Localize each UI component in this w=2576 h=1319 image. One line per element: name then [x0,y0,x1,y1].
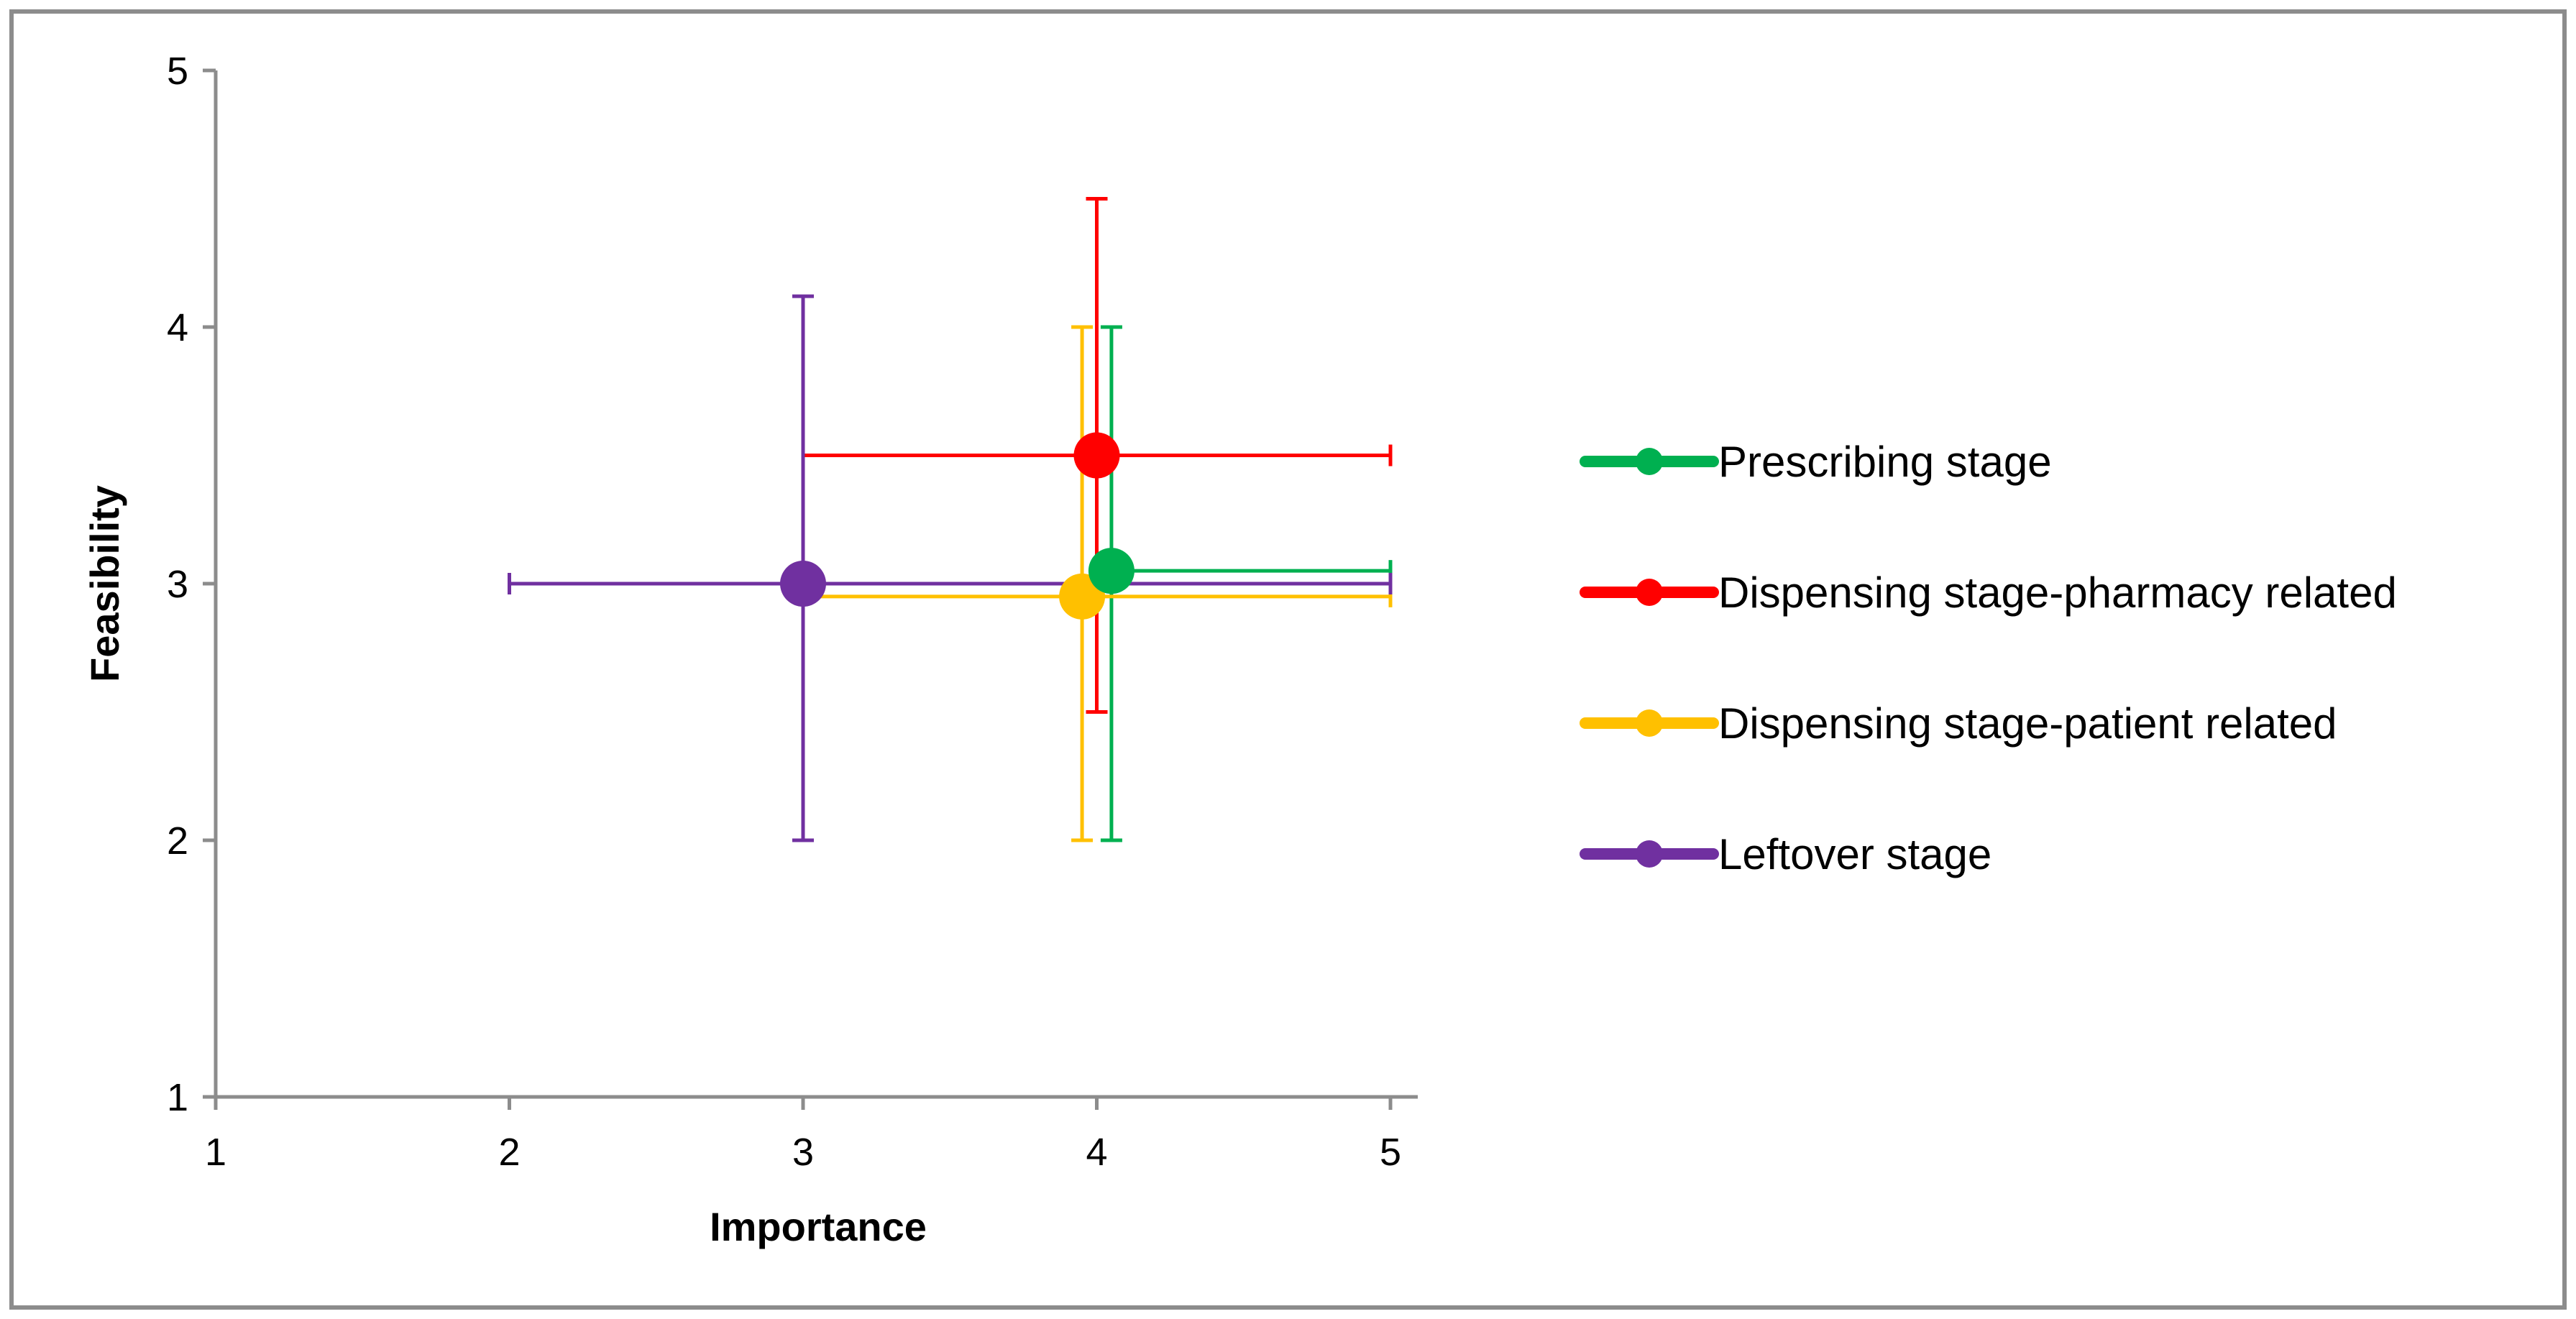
legend-marker-dispensing-stage-pharmacy-related [1636,579,1663,606]
legend-label-prescribing-stage: Prescribing stage [1718,438,2052,486]
y-tick-label-3: 3 [167,563,188,606]
legend-item-prescribing-stage: Prescribing stage [1580,438,2052,486]
data-points [780,432,1135,620]
legend-item-leftover-stage: Leftover stage [1580,830,1991,878]
legend-label-leftover-stage: Leftover stage [1718,830,1991,878]
legend-marker-leftover-stage [1636,840,1663,868]
x-axis-ticks: 1 2 3 4 5 [205,1097,1401,1174]
legend-item-dispensing-stage-pharmacy-related: Dispensing stage-pharmacy related [1580,569,2397,617]
legend-label-dispensing-stage-patient-related: Dispensing stage-patient related [1718,699,2337,748]
y-axis-title: Feasibility [82,485,127,682]
data-point-prescribing-stage [1088,548,1135,594]
y-tick-label-1: 1 [167,1076,188,1119]
data-point-leftover-stage [780,561,826,607]
y-tick-label-5: 5 [167,50,188,93]
y-tick-label-4: 4 [167,306,188,349]
data-point-dispensing-stage-pharmacy-related [1073,432,1120,479]
legend-marker-dispensing-stage-patient-related [1636,709,1663,737]
legend: Prescribing stage Dispensing stage-pharma… [1580,438,2397,878]
legend-item-dispensing-stage-patient-related: Dispensing stage-patient related [1580,699,2337,748]
chart-border [9,9,2567,1310]
legend-label-dispensing-stage-pharmacy-related: Dispensing stage-pharmacy related [1718,569,2397,617]
legend-marker-prescribing-stage [1636,448,1663,475]
y-tick-label-2: 2 [167,819,188,863]
x-tick-label-2: 2 [498,1131,520,1174]
x-axis-title: Importance [710,1204,927,1249]
x-tick-label-3: 3 [792,1131,814,1174]
x-tick-label-4: 4 [1086,1131,1107,1174]
x-tick-label-1: 1 [205,1131,226,1174]
x-tick-label-5: 5 [1380,1131,1401,1174]
y-axis-ticks: 1 2 3 4 5 [167,50,216,1119]
